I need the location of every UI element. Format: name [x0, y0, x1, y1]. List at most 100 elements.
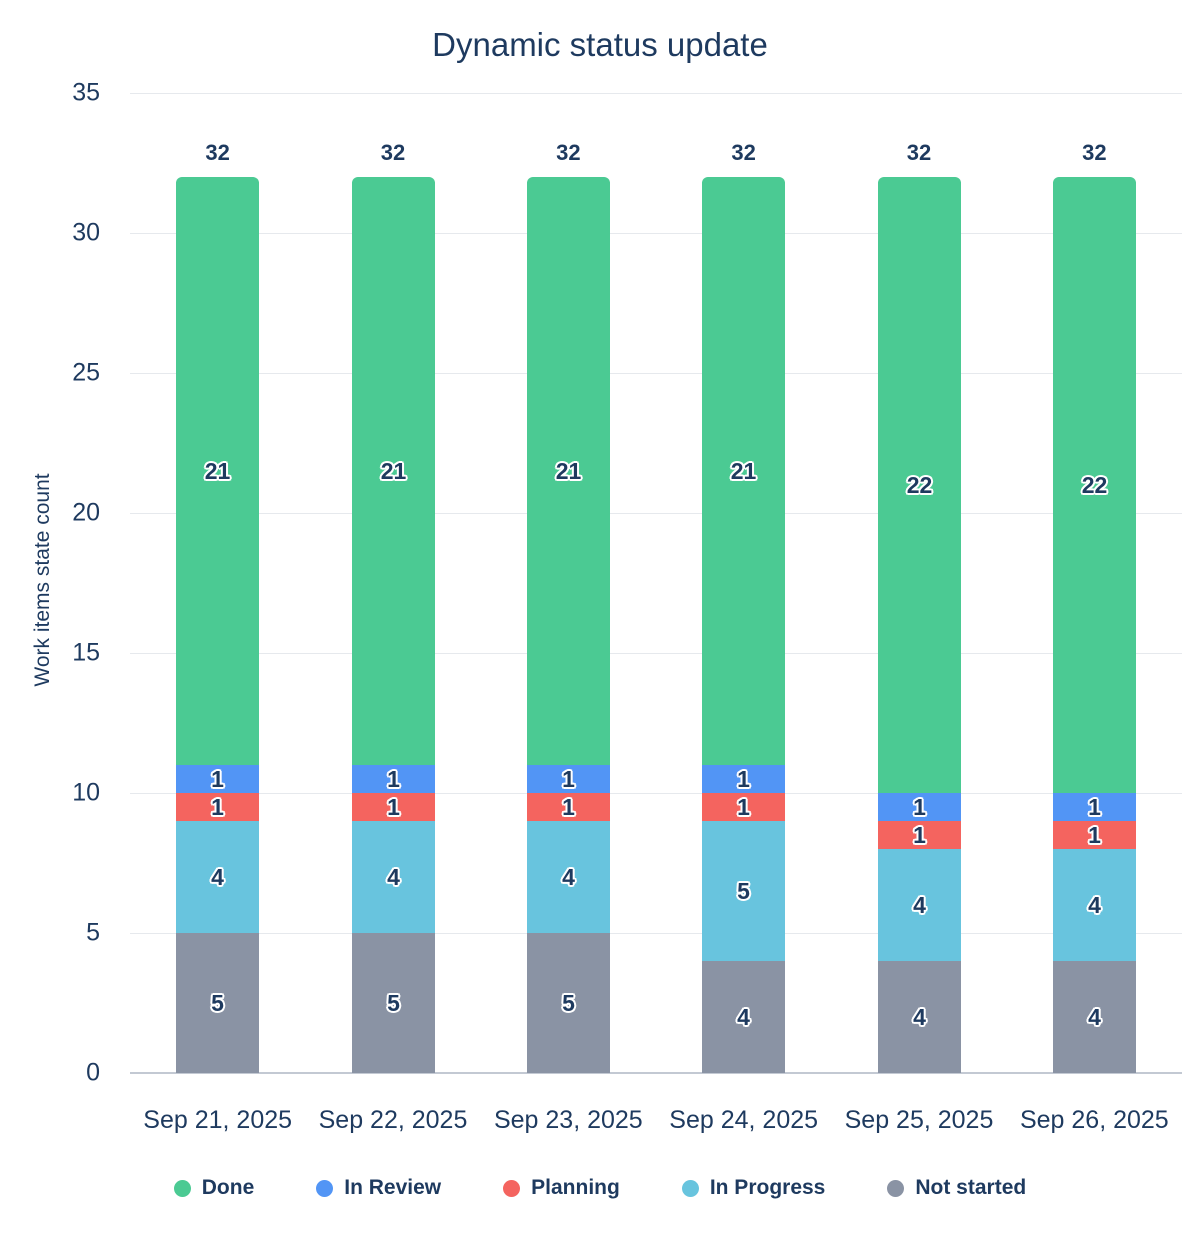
segment-value-label: 5 [387, 989, 400, 1016]
bar-total-label: 32 [731, 140, 756, 165]
bar-segment-planning[interactable]: 1 [878, 821, 961, 849]
bar-segment-not-started[interactable]: 4 [702, 961, 785, 1073]
bar-total-label: 32 [1082, 140, 1107, 165]
bar-segment-done[interactable]: 22 [878, 177, 961, 793]
segment-value-label: 1 [387, 793, 400, 820]
legend-item-in-review[interactable]: In Review [316, 1176, 441, 1200]
bar-segment-in-review[interactable]: 1 [352, 765, 435, 793]
bar-segment-done[interactable]: 21 [702, 177, 785, 765]
y-tick-label-30: 30 [72, 218, 100, 247]
legend-label: Not started [915, 1176, 1027, 1199]
legend: Done In Review Planning In Progress Not star… [0, 1176, 1200, 1200]
bar-segment-in-review[interactable]: 1 [527, 765, 610, 793]
segment-value-label: 5 [562, 989, 575, 1016]
chart-title: Dynamic status update [432, 26, 768, 63]
bar-segment-not-started[interactable]: 4 [878, 961, 961, 1073]
bar-segment-done[interactable]: 21 [176, 177, 259, 765]
legend-label: In Review [344, 1176, 442, 1199]
bar-total-label: 32 [906, 140, 932, 165]
bar-segment-in-review[interactable]: 1 [1053, 793, 1136, 821]
segment-value-label: 4 [1088, 891, 1101, 918]
y-tick-label-35: 35 [72, 78, 100, 107]
gridline [130, 233, 1182, 234]
gridline [130, 513, 1182, 514]
legend-item-in-progress[interactable]: In Progress [681, 1176, 826, 1200]
segment-value-label: 5 [737, 877, 750, 904]
bar-segment-not-started[interactable]: 5 [352, 933, 435, 1073]
legend-swatch-in-review-icon [316, 1179, 334, 1197]
gridline [130, 793, 1182, 794]
bar-total-label: 32 [380, 140, 406, 165]
bar-segment-not-started[interactable]: 5 [527, 933, 610, 1073]
segment-value-label: 1 [1088, 793, 1101, 820]
bar-segment-not-started[interactable]: 4 [1053, 961, 1136, 1073]
bar-total-label: 32 [556, 140, 581, 165]
segment-value-label: 21 [204, 457, 231, 484]
legend-swatch-done-icon [173, 1179, 191, 1197]
segment-value-label: 4 [737, 1003, 750, 1030]
legend-swatch-not-started-icon [887, 1179, 905, 1197]
legend-item-planning[interactable]: Planning [503, 1176, 620, 1200]
bar-segment-in-progress[interactable]: 4 [176, 821, 259, 933]
segment-value-label: 21 [730, 457, 757, 484]
segment-value-label: 4 [1088, 1003, 1101, 1030]
segment-value-label: 22 [1081, 471, 1108, 498]
segment-value-label: 1 [562, 765, 575, 792]
bar-segment-planning[interactable]: 1 [176, 793, 259, 821]
segment-value-label: 4 [387, 863, 400, 890]
x-tick-label-sep-25-2025: Sep 25, 2025 [844, 1106, 994, 1134]
segment-value-label: 1 [211, 793, 224, 820]
x-tick-label-sep-24-2025: Sep 24, 2025 [669, 1106, 819, 1134]
segment-value-label: 4 [913, 1003, 926, 1030]
gridline [130, 373, 1182, 374]
legend-label: In Progress [709, 1176, 826, 1199]
bar-segment-in-progress[interactable]: 4 [1053, 849, 1136, 961]
segment-value-label: 22 [906, 471, 933, 498]
y-tick-label-5: 5 [86, 918, 100, 947]
segment-value-label: 1 [562, 793, 575, 820]
segment-value-label: 4 [562, 863, 575, 890]
segment-value-label: 5 [211, 989, 224, 1016]
x-tick-label-sep-21-2025: Sep 21, 2025 [143, 1106, 293, 1134]
segment-value-label: 1 [737, 793, 750, 820]
segment-value-label: 1 [913, 821, 926, 848]
y-tick-label-10: 10 [72, 778, 100, 807]
x-axis-line [130, 1072, 1182, 1074]
bar-segment-done[interactable]: 22 [1053, 177, 1136, 793]
segment-value-label: 21 [555, 457, 582, 484]
segment-value-label: 1 [211, 765, 224, 792]
legend-label: Planning [531, 1176, 620, 1199]
bar-segment-in-review[interactable]: 1 [702, 765, 785, 793]
bar-segment-in-progress[interactable]: 5 [702, 821, 785, 961]
legend-swatch-in-progress-icon [681, 1179, 699, 1197]
segment-value-label: 4 [913, 891, 926, 918]
bar-segment-in-progress[interactable]: 4 [352, 821, 435, 933]
x-tick-label-sep-23-2025: Sep 23, 2025 [493, 1106, 643, 1134]
bar-segment-planning[interactable]: 1 [702, 793, 785, 821]
gridline [130, 653, 1182, 654]
bar-segment-planning[interactable]: 1 [352, 793, 435, 821]
bar-segment-in-review[interactable]: 1 [878, 793, 961, 821]
segment-value-label: 1 [387, 765, 400, 792]
gridline [130, 93, 1182, 94]
legend-label: Done [201, 1176, 255, 1199]
x-tick-label-sep-22-2025: Sep 22, 2025 [318, 1106, 468, 1134]
segment-value-label: 4 [211, 863, 224, 890]
segment-value-label: 1 [1088, 821, 1101, 848]
bar-segment-in-progress[interactable]: 4 [878, 849, 961, 961]
bar-segment-planning[interactable]: 1 [1053, 821, 1136, 849]
legend-item-done[interactable]: Done [173, 1176, 255, 1200]
segment-value-label: 1 [737, 765, 750, 792]
segment-value-label: 21 [380, 457, 407, 484]
x-tick-label-sep-26-2025: Sep 26, 2025 [1019, 1106, 1169, 1134]
bar-segment-done[interactable]: 21 [527, 177, 610, 765]
bar-segment-planning[interactable]: 1 [527, 793, 610, 821]
bar-segment-not-started[interactable]: 5 [176, 933, 259, 1073]
bar-segment-in-progress[interactable]: 4 [527, 821, 610, 933]
bar-total-label: 32 [205, 140, 230, 165]
bar-segment-done[interactable]: 21 [352, 177, 435, 765]
y-tick-label-0: 0 [86, 1058, 100, 1087]
legend-item-not-started[interactable]: Not started [887, 1176, 1026, 1200]
bar-segment-in-review[interactable]: 1 [176, 765, 259, 793]
